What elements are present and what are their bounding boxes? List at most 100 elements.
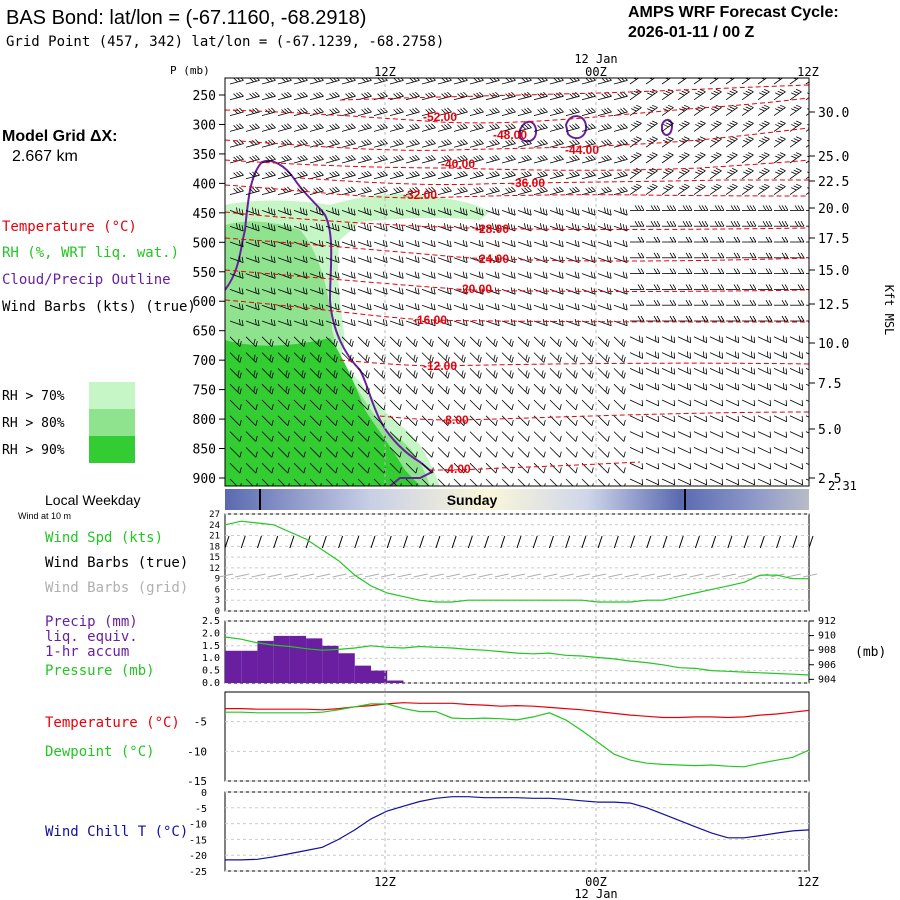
wind-barb-flag: [816, 353, 821, 359]
wind-barb-flag: [380, 124, 385, 129]
wind-barb-staff: [405, 79, 420, 85]
wind-barb-flag: [733, 252, 738, 259]
wind-barb: [677, 183, 690, 195]
wind-barb: [437, 186, 452, 195]
wind-barb-flag: [731, 152, 738, 156]
temperature-contour-label: -48.00: [493, 128, 527, 142]
wind-barb-staff: [437, 241, 452, 248]
wind-barb-flag: [489, 124, 495, 130]
wind-barb-staff: [693, 154, 706, 164]
wind-barb-flag: [575, 186, 580, 192]
wind-barb: [646, 220, 661, 227]
wind-barb-staff: [357, 352, 369, 363]
wind-barb: [758, 299, 773, 306]
wind-barb-flag: [620, 171, 625, 177]
wind-barb-flag: [527, 170, 532, 176]
wind-barb: [773, 152, 786, 164]
wind-barb-flag: [447, 155, 452, 160]
wind-barb-flag: [398, 208, 401, 215]
wind-barb-flag: [746, 205, 751, 211]
wind-barb-flag: [743, 139, 749, 143]
wind-barb-flag: [457, 93, 463, 99]
wind-barb: [357, 239, 372, 248]
wind-barb-staff: [341, 383, 353, 395]
wind-barb-flag: [769, 352, 772, 359]
wind-barb-flag: [737, 384, 740, 391]
wind-barb-flag: [574, 287, 577, 294]
wind-barb-flag: [729, 169, 736, 173]
pressure-right-tick-label: 904: [818, 674, 836, 685]
wind-barb-flag: [399, 388, 402, 395]
wind-barb: [309, 383, 322, 395]
wind-barb-flag: [621, 338, 624, 345]
wind-barb-staff: [229, 320, 244, 327]
wind-barb-staff: [229, 225, 244, 232]
wind-barb-flag: [239, 91, 244, 97]
wind-barb-flag: [545, 304, 548, 311]
wind-barb: [533, 352, 546, 363]
wind-barb-flag: [493, 386, 496, 393]
wind-barb-flag: [697, 169, 704, 173]
wind-barb: [325, 123, 340, 132]
wind-barb-flag: [492, 155, 497, 161]
wind-barb-flag: [753, 352, 756, 359]
wind-barb-flag: [588, 171, 593, 177]
wind-barb-flag: [479, 404, 482, 410]
wind-barb-flag: [281, 124, 287, 130]
wind-barb-staff: [725, 91, 738, 101]
wind-barb-flag: [460, 155, 465, 161]
wind-barb-staff: [597, 257, 612, 263]
wind-barb-flag: [521, 124, 527, 130]
wind-barb: [629, 136, 642, 148]
wind-barb-staff: [405, 289, 420, 295]
wind-barb-staff: [741, 352, 755, 359]
wind-barb-flag: [793, 169, 800, 173]
wind-barb-flag: [545, 225, 548, 232]
wind-barb-staff: [325, 383, 337, 395]
wind-barb-flag: [287, 123, 292, 129]
wind-barb-staff: [469, 190, 484, 195]
wind-barb-staff: [277, 383, 289, 395]
wind-barb-flag: [511, 186, 516, 192]
wind-barb: [501, 123, 516, 132]
wind-barb-flag: [604, 171, 609, 177]
temperature-contour-label: -24.00: [475, 252, 509, 266]
wind-barb-flag: [695, 171, 701, 175]
wind-barb-flag: [777, 90, 784, 94]
wind-barb: [757, 183, 770, 195]
wind-barb-flag: [778, 205, 783, 211]
wind-barb-flag: [460, 171, 465, 177]
wind-barb-flag: [729, 122, 736, 126]
wind-barb: [709, 89, 722, 101]
wind-barb-flag: [784, 236, 789, 243]
wind-barb-staff: [277, 289, 292, 295]
wind-barb-flag: [382, 303, 385, 310]
wind-barb-flag: [430, 208, 433, 215]
wind-barb-flag: [321, 272, 324, 279]
wind-barb: [774, 205, 789, 211]
wind-barb: [357, 255, 372, 263]
wind-barb-staff: [805, 123, 809, 132]
wind-barb: [710, 284, 725, 290]
wind-barb-flag: [414, 318, 417, 325]
wind-barb-flag: [303, 123, 308, 129]
wind-barb-flag: [683, 104, 690, 108]
wind-barb: [629, 335, 644, 344]
wind-barb-flag: [750, 383, 753, 389]
wind-barb-flag: [649, 185, 656, 189]
wind-barb-staff: [725, 170, 738, 180]
wind-barb-flag: [797, 284, 802, 290]
wind-barb-staff: [485, 190, 500, 195]
wind-barb-staff: [805, 383, 809, 391]
wind-barb-staff: [565, 383, 577, 395]
wind-barb: [341, 303, 356, 311]
wind-barb-flag: [473, 156, 479, 162]
wind-barb-staff: [789, 352, 803, 359]
wind-barb-flag: [553, 156, 559, 162]
wind-barb-staff: [693, 123, 706, 132]
wind-barb-flag: [605, 386, 608, 393]
wind-barb-staff: [805, 107, 809, 116]
wind-barb-flag: [759, 92, 765, 96]
wind-barb: [357, 287, 372, 295]
wind-barb-flag: [477, 338, 480, 345]
